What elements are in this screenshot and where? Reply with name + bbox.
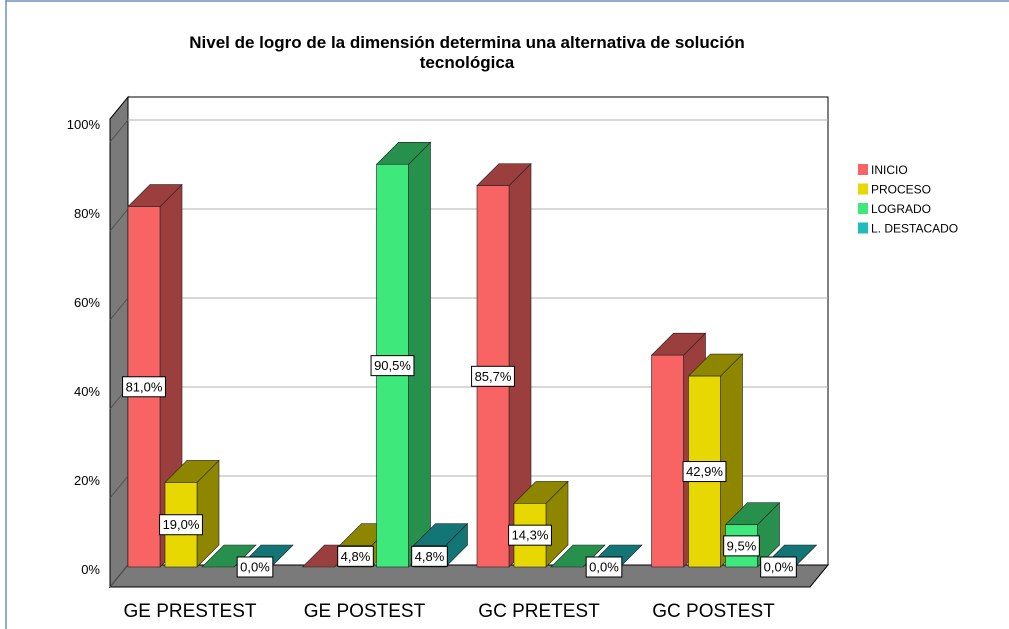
chart-title: Nivel de logro de la dimensión determina…: [189, 33, 744, 52]
value-label: 4,8%: [341, 549, 371, 564]
bar-top: [201, 544, 257, 568]
tick-mark: [109, 297, 129, 321]
legend-label: PROCESO: [871, 183, 931, 197]
floor: [108, 564, 830, 588]
value-label: 81,0%: [126, 379, 163, 394]
value-label: 0,0%: [240, 560, 270, 575]
bar: [164, 459, 220, 568]
y-tick-label: 100%: [67, 117, 101, 132]
value-label: 0,0%: [764, 560, 794, 575]
value-label-box: [337, 545, 374, 567]
y-tick-label: 60%: [74, 295, 100, 310]
y-tick-label: 40%: [74, 384, 100, 399]
legend-label: L. DESTACADO: [871, 222, 958, 236]
value-label: 9,5%: [727, 538, 757, 553]
legend-label: INICIO: [871, 163, 908, 177]
value-label: 4,8%: [415, 549, 445, 564]
value-label-box: [370, 355, 415, 377]
value-label-box: [723, 535, 760, 557]
value-label-box: [236, 556, 274, 578]
x-tick-label: GE PRESTEST: [123, 601, 256, 622]
legend-swatch: [858, 164, 868, 175]
value-label: 0,0%: [589, 560, 619, 575]
legend-swatch: [858, 222, 868, 234]
y-tick-label: 20%: [74, 473, 100, 488]
y-tick-label: 0%: [81, 562, 100, 577]
bar-side: [408, 141, 431, 568]
left-wall: [109, 95, 129, 589]
bar-front: [651, 354, 684, 568]
value-label-box: [508, 524, 552, 546]
legend-swatch: [858, 203, 868, 214]
value-label: 14,3%: [512, 528, 549, 543]
value-label-box: [471, 365, 515, 387]
x-tick-label: GC PRETEST: [478, 601, 600, 622]
value-label-box: [585, 556, 623, 578]
legend-label: LOGRADO: [871, 202, 931, 216]
value-label-box: [760, 556, 797, 578]
value-label-box: [159, 514, 203, 536]
value-label: 90,5%: [374, 358, 411, 373]
tick-mark: [109, 208, 129, 232]
x-tick-label: GE POSTEST: [304, 601, 426, 622]
value-label-box: [122, 376, 166, 398]
value-label: 42,9%: [686, 464, 723, 479]
bar: [375, 141, 432, 568]
legend-swatch: [858, 183, 868, 195]
bar-top: [550, 544, 606, 568]
tick-mark: [109, 475, 129, 499]
y-tick-label: 80%: [74, 206, 100, 221]
value-label: 85,7%: [475, 369, 512, 384]
value-label: 19,0%: [163, 517, 200, 532]
x-tick-label: GC POSTEST: [652, 601, 775, 622]
value-label-box: [682, 461, 727, 483]
tick-mark: [109, 564, 129, 588]
tick-mark: [109, 119, 129, 143]
value-label-box: [411, 545, 448, 567]
chart-subtitle: tecnológica: [420, 53, 515, 72]
